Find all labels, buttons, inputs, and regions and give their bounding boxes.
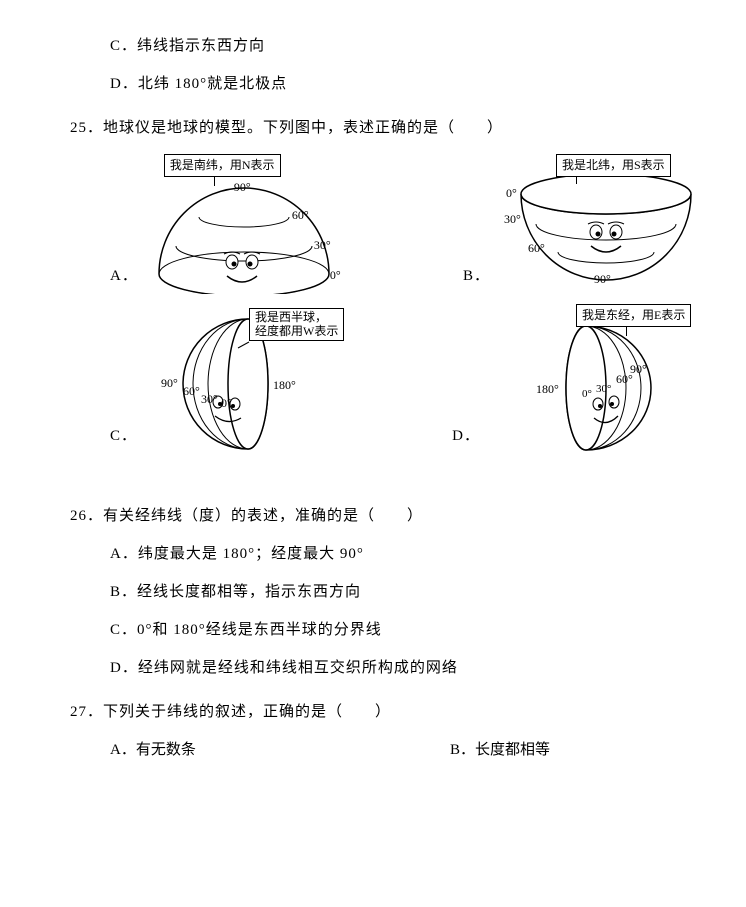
tick: 180° — [273, 376, 296, 395]
tick: 30° — [201, 390, 218, 409]
q26-option-d: D．经纬网就是经线和纬线相互交织所构成的网络 — [110, 656, 706, 680]
q25-fig-a: A． 我是南纬，用N表示 90° 60° — [110, 154, 344, 294]
q25-fig-d: D． 我是东经，用E表示 180° 90° 60° 30° — [452, 304, 706, 454]
tick: 0° — [582, 386, 592, 404]
q24-option-c: C．纬线指示东西方向 — [110, 34, 706, 58]
q25-fig-d-label: D． — [452, 424, 480, 448]
q25-fig-c: C． 我是西半球， 经度都用W表示 90° 60° 30° — [110, 304, 363, 454]
q25-row-1: A． 我是南纬，用N表示 90° 60° — [110, 154, 706, 294]
q26-stem: 26．有关经纬线（度）的表述，准确的是（ ） — [70, 504, 706, 528]
tick: 90° — [594, 270, 611, 289]
tick: 60° — [183, 382, 200, 401]
tick: 30° — [504, 210, 521, 229]
tick: 90° — [234, 178, 251, 197]
q27-stem: 27．下列关于纬线的叙述，正确的是（ ） — [70, 700, 706, 724]
q25-fig-d-callout: 我是东经，用E表示 — [576, 304, 691, 327]
tick: 0° — [506, 184, 517, 203]
q26-option-b: B．经线长度都相等，指示东西方向 — [110, 580, 706, 604]
tick: 30° — [596, 381, 611, 399]
tick: 60° — [528, 239, 545, 258]
q25-fig-c-label: C． — [110, 424, 137, 448]
q25-fig-b: B． 我是北纬，用S表示 0° 30° 60° — [463, 154, 706, 294]
q26-option-a: A．纬度最大是 180°；经度最大 90° — [110, 542, 706, 566]
q27-option-b: B．长度都相等 — [450, 738, 550, 762]
tick: 180° — [536, 380, 559, 399]
tick: 30° — [314, 236, 331, 255]
q25-fig-a-label: A． — [110, 264, 138, 288]
tick: 0° — [221, 394, 232, 413]
q25-row-2: C． 我是西半球， 经度都用W表示 90° 60° 30° — [110, 304, 706, 454]
tick: 0° — [330, 266, 341, 285]
tick: 60° — [616, 370, 633, 389]
q26-option-c: C．0°和 180°经线是东西半球的分界线 — [110, 618, 706, 642]
tick: 60° — [292, 206, 309, 225]
q25-fig-b-label: B． — [463, 264, 490, 288]
tick: 90° — [161, 374, 178, 393]
q25-fig-b-callout: 我是北纬，用S表示 — [556, 154, 671, 177]
q25-fig-c-callout: 我是西半球， 经度都用W表示 — [249, 308, 344, 341]
q24-option-d: D．北纬 180°就是北极点 — [110, 72, 706, 96]
q25-fig-a-callout: 我是南纬，用N表示 — [164, 154, 281, 177]
q27-option-a: A．有无数条 — [110, 738, 450, 762]
q25-stem: 25．地球仪是地球的模型。下列图中，表述正确的是（ ） — [70, 116, 706, 140]
